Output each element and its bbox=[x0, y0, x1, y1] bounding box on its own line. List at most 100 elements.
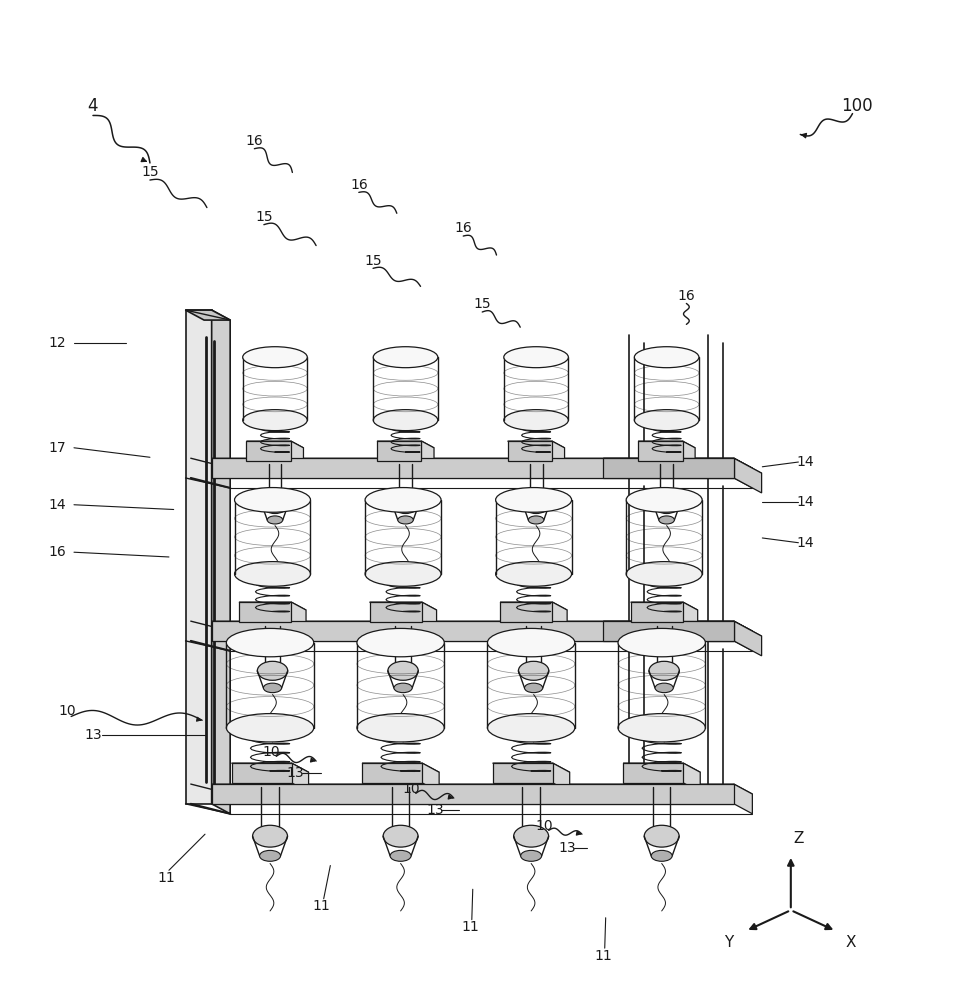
Polygon shape bbox=[212, 621, 753, 631]
Text: 15: 15 bbox=[474, 297, 491, 311]
Text: 4: 4 bbox=[88, 97, 98, 115]
Text: 10: 10 bbox=[535, 819, 553, 833]
Polygon shape bbox=[624, 763, 683, 783]
Ellipse shape bbox=[373, 410, 437, 431]
Polygon shape bbox=[508, 441, 552, 461]
Polygon shape bbox=[231, 763, 291, 783]
Text: 15: 15 bbox=[255, 210, 273, 224]
Ellipse shape bbox=[524, 683, 542, 693]
Ellipse shape bbox=[523, 497, 549, 513]
Text: 14: 14 bbox=[796, 495, 814, 509]
Ellipse shape bbox=[504, 347, 568, 368]
Ellipse shape bbox=[365, 562, 441, 586]
Text: 12: 12 bbox=[48, 336, 66, 350]
Ellipse shape bbox=[357, 628, 444, 657]
Ellipse shape bbox=[243, 410, 308, 431]
Text: 16: 16 bbox=[48, 545, 66, 559]
Ellipse shape bbox=[618, 714, 706, 742]
Ellipse shape bbox=[626, 562, 702, 586]
Ellipse shape bbox=[487, 628, 575, 657]
Ellipse shape bbox=[520, 850, 541, 861]
Polygon shape bbox=[370, 602, 422, 622]
Ellipse shape bbox=[651, 850, 672, 861]
Polygon shape bbox=[212, 458, 753, 468]
Text: 17: 17 bbox=[48, 441, 66, 455]
Text: 11: 11 bbox=[158, 871, 175, 885]
Ellipse shape bbox=[514, 825, 548, 847]
Polygon shape bbox=[212, 310, 230, 814]
Text: Y: Y bbox=[724, 935, 733, 950]
Polygon shape bbox=[239, 602, 306, 610]
Ellipse shape bbox=[235, 562, 310, 586]
Polygon shape bbox=[638, 441, 695, 448]
Ellipse shape bbox=[357, 714, 444, 742]
Text: 10: 10 bbox=[402, 782, 420, 796]
Polygon shape bbox=[604, 621, 733, 641]
Polygon shape bbox=[733, 621, 753, 651]
Text: 13: 13 bbox=[426, 803, 443, 817]
Text: 15: 15 bbox=[364, 254, 382, 268]
Polygon shape bbox=[733, 784, 753, 814]
Polygon shape bbox=[733, 621, 762, 656]
Ellipse shape bbox=[649, 661, 679, 680]
Text: X: X bbox=[846, 935, 857, 950]
Polygon shape bbox=[246, 441, 304, 448]
Polygon shape bbox=[421, 441, 434, 468]
Ellipse shape bbox=[390, 850, 411, 861]
Text: Z: Z bbox=[794, 831, 803, 846]
Polygon shape bbox=[500, 602, 552, 622]
Polygon shape bbox=[552, 602, 567, 630]
Ellipse shape bbox=[618, 628, 706, 657]
Polygon shape bbox=[291, 602, 306, 630]
Ellipse shape bbox=[634, 347, 699, 368]
Polygon shape bbox=[630, 602, 683, 622]
Polygon shape bbox=[370, 602, 436, 610]
Polygon shape bbox=[733, 458, 762, 493]
Polygon shape bbox=[362, 763, 439, 772]
Polygon shape bbox=[231, 763, 308, 772]
Ellipse shape bbox=[655, 683, 673, 693]
Ellipse shape bbox=[496, 488, 572, 512]
Ellipse shape bbox=[235, 488, 310, 512]
Text: 100: 100 bbox=[841, 97, 873, 115]
Polygon shape bbox=[212, 621, 733, 641]
Ellipse shape bbox=[394, 683, 413, 693]
Ellipse shape bbox=[226, 714, 314, 742]
Polygon shape bbox=[239, 602, 291, 622]
Text: 16: 16 bbox=[677, 289, 695, 303]
Text: 14: 14 bbox=[796, 536, 814, 550]
Text: 14: 14 bbox=[796, 455, 814, 469]
Ellipse shape bbox=[267, 516, 283, 524]
Polygon shape bbox=[212, 784, 753, 794]
Ellipse shape bbox=[388, 661, 418, 680]
Polygon shape bbox=[638, 441, 683, 461]
Text: 11: 11 bbox=[312, 899, 329, 913]
Ellipse shape bbox=[519, 661, 549, 680]
Text: 10: 10 bbox=[263, 745, 280, 759]
Polygon shape bbox=[604, 458, 762, 473]
Text: 11: 11 bbox=[594, 949, 612, 963]
Ellipse shape bbox=[243, 347, 308, 368]
Text: 15: 15 bbox=[141, 165, 159, 179]
Ellipse shape bbox=[262, 497, 287, 513]
Polygon shape bbox=[604, 621, 762, 636]
Ellipse shape bbox=[645, 825, 679, 847]
Polygon shape bbox=[552, 441, 564, 468]
Ellipse shape bbox=[487, 714, 575, 742]
Polygon shape bbox=[624, 763, 700, 772]
Polygon shape bbox=[212, 458, 733, 478]
Text: 13: 13 bbox=[286, 766, 304, 780]
Ellipse shape bbox=[626, 488, 702, 512]
Polygon shape bbox=[553, 763, 570, 792]
Ellipse shape bbox=[373, 347, 437, 368]
Polygon shape bbox=[422, 763, 439, 792]
Text: 10: 10 bbox=[58, 704, 76, 718]
Ellipse shape bbox=[393, 497, 418, 513]
Polygon shape bbox=[500, 602, 567, 610]
Text: 16: 16 bbox=[455, 221, 472, 235]
Ellipse shape bbox=[634, 410, 699, 431]
Polygon shape bbox=[291, 763, 308, 792]
Polygon shape bbox=[185, 310, 212, 804]
Ellipse shape bbox=[226, 628, 314, 657]
Ellipse shape bbox=[654, 497, 680, 513]
